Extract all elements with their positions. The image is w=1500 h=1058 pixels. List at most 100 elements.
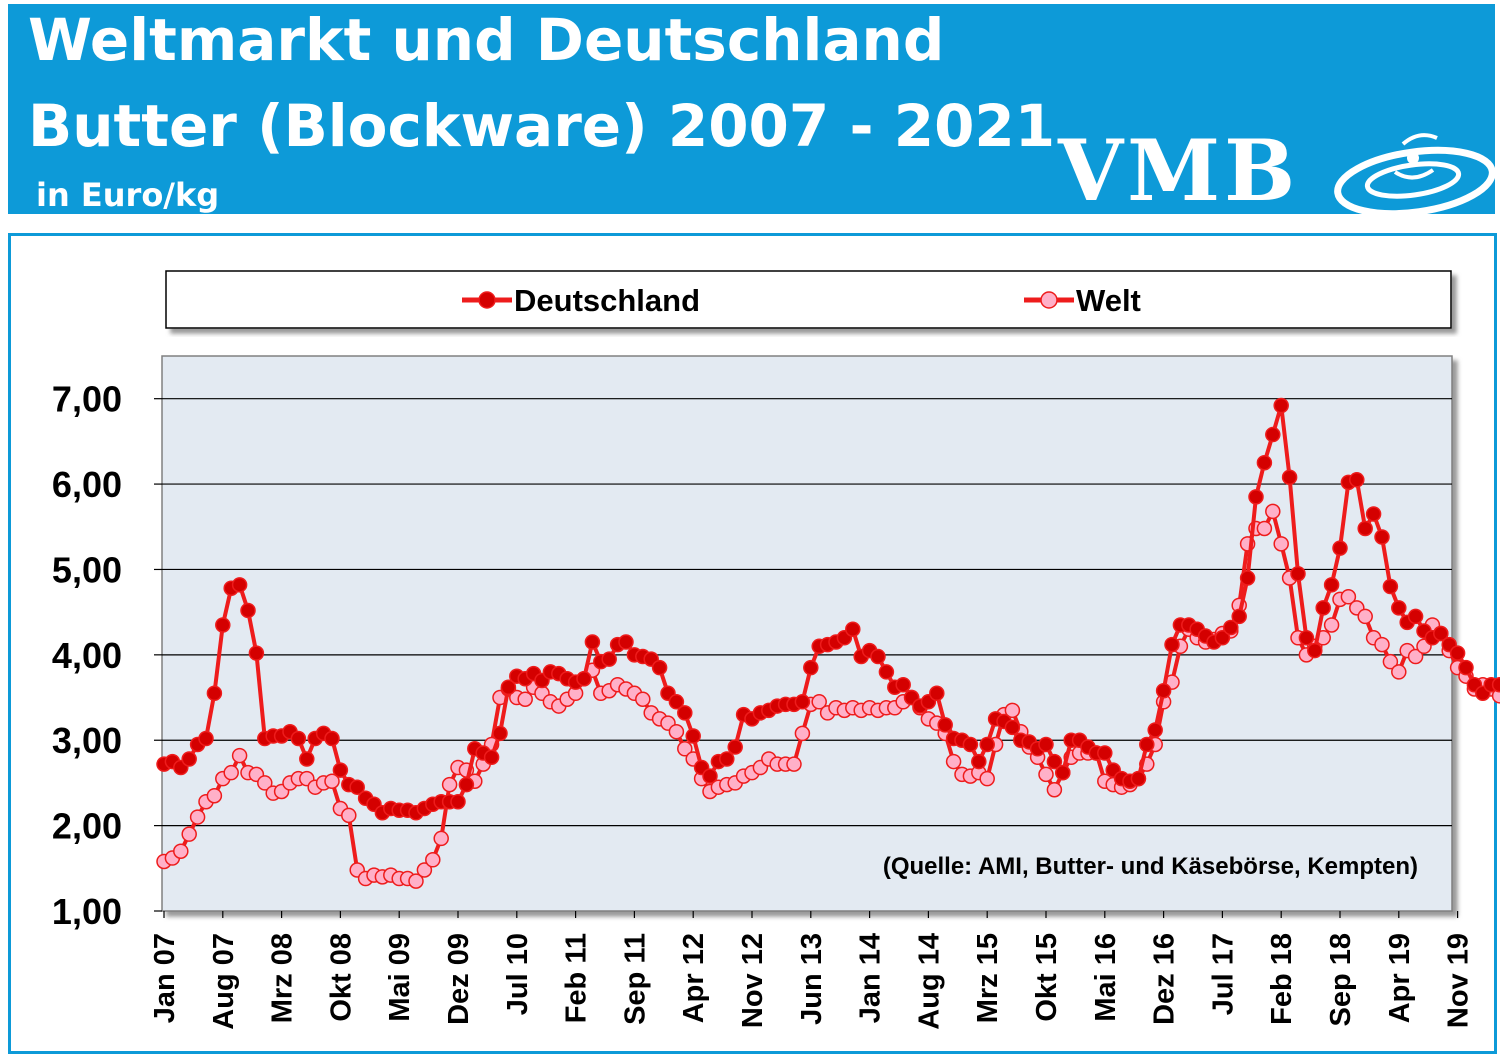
x-tick-label: Mrz 15 — [972, 933, 1004, 1023]
data-point-deutschland — [971, 753, 987, 770]
title-line-2: Butter (Blockware) 2007 - 2021 — [28, 92, 1056, 160]
data-point-welt — [257, 775, 273, 791]
x-tick-label: Jul 17 — [1207, 933, 1239, 1015]
x-tick-label: Jan 07 — [149, 933, 181, 1023]
data-point-welt — [979, 770, 995, 787]
data-point-deutschland — [206, 685, 223, 702]
data-point-deutschland — [1046, 753, 1063, 770]
title-line-1: Weltmarkt und Deutschland — [28, 6, 945, 74]
data-point-deutschland — [719, 751, 735, 767]
data-point-welt — [1357, 608, 1373, 625]
data-point-deutschland — [198, 730, 214, 747]
data-point-deutschland — [231, 577, 248, 593]
header-banner: Weltmarkt und Deutschland Butter (Blockw… — [8, 4, 1496, 218]
x-tick-label: Apr 12 — [678, 933, 710, 1023]
data-point-welt — [1265, 503, 1281, 520]
data-point-welt — [677, 741, 693, 757]
x-tick-label: Feb 11 — [561, 933, 593, 1023]
data-point-deutschland — [1239, 570, 1256, 586]
data-point-deutschland — [803, 659, 819, 676]
y-tick-label: 3,00 — [52, 720, 122, 761]
x-axis: Jan 07 Aug 07 Mrz 08 Okt 08 Mai 09 Dez 09 Jul … — [149, 911, 1475, 1030]
x-tick-label: Sep 11 — [619, 933, 651, 1025]
data-point-deutschland — [290, 730, 307, 747]
data-point-deutschland — [1449, 645, 1466, 661]
data-point-deutschland — [1349, 472, 1365, 488]
data-point-deutschland — [1248, 489, 1264, 505]
data-point-welt — [786, 756, 802, 772]
x-tick-label: Mrz 08 — [267, 933, 299, 1023]
data-point-deutschland — [1038, 736, 1054, 753]
data-point-welt — [1004, 702, 1021, 719]
unit-label: in Euro/kg — [36, 176, 220, 214]
data-point-deutschland — [458, 776, 475, 793]
x-tick-label: Jan 14 — [855, 933, 887, 1023]
data-point-deutschland — [332, 762, 349, 778]
data-point-deutschland — [576, 671, 592, 687]
data-point-deutschland — [845, 621, 861, 637]
data-point-deutschland — [1256, 454, 1273, 471]
data-point-deutschland — [1315, 600, 1331, 616]
x-tick-label: Aug 14 — [913, 933, 945, 1030]
x-tick-label: Dez 16 — [1149, 933, 1181, 1025]
x-tick-label: Nov 19 — [1443, 933, 1475, 1028]
data-point-deutschland — [1357, 520, 1373, 537]
data-point-deutschland — [1298, 630, 1315, 646]
data-point-deutschland — [618, 634, 634, 650]
plot-area — [161, 355, 1453, 912]
gridlines — [162, 398, 1452, 827]
data-point-welt — [811, 694, 827, 710]
data-point-deutschland — [1223, 619, 1239, 636]
x-tick-label: Okt 08 — [325, 933, 357, 1022]
data-point-deutschland — [248, 645, 265, 661]
y-tick-label: 6,00 — [52, 464, 122, 505]
x-tick-label: Mai 16 — [1090, 933, 1122, 1022]
data-point-deutschland — [1265, 426, 1281, 443]
source-annotation: (Quelle: AMI, Butter- und Käsebörse, Kem… — [883, 853, 1418, 880]
y-tick-label: 7,00 — [52, 379, 122, 420]
data-point-deutschland — [1147, 722, 1163, 738]
data-point-welt — [324, 773, 340, 789]
data-point-welt — [794, 725, 811, 742]
data-point-deutschland — [349, 779, 365, 795]
x-tick-label: Sep 18 — [1325, 933, 1357, 1027]
legend-marker-deutschland — [478, 291, 496, 309]
data-point-welt — [189, 809, 206, 825]
y-tick-label: 2,00 — [52, 806, 122, 847]
data-point-deutschland — [1164, 636, 1180, 653]
x-tick-label: Feb 18 — [1266, 933, 1298, 1025]
data-point-welt — [341, 807, 357, 824]
data-point-deutschland — [1323, 577, 1340, 593]
data-point-deutschland — [929, 685, 945, 702]
y-tick-label: 4,00 — [52, 635, 122, 676]
data-point-deutschland — [878, 664, 895, 680]
data-point-deutschland — [677, 705, 693, 721]
data-point-deutschland — [450, 793, 466, 810]
data-point-welt — [1391, 664, 1407, 680]
data-point-welt — [945, 753, 962, 770]
data-point-deutschland — [324, 730, 340, 747]
legend-marker-welt — [1040, 291, 1058, 309]
data-point-welt — [433, 830, 449, 847]
data-point-deutschland — [1391, 600, 1407, 616]
data-point-welt — [1340, 589, 1357, 605]
data-point-welt — [173, 843, 189, 859]
data-point-welt — [1038, 766, 1054, 783]
x-tick-label: Mai 09 — [384, 933, 416, 1022]
x-tick-label: Jul 10 — [502, 933, 534, 1015]
data-point-welt — [1273, 536, 1289, 552]
data-point-deutschland — [601, 651, 617, 667]
data-point-deutschland — [483, 749, 500, 766]
data-point-deutschland — [962, 736, 979, 753]
legend-label-deutschland: Deutschland — [514, 283, 700, 318]
data-point-deutschland — [937, 717, 953, 733]
data-point-welt — [416, 862, 433, 878]
data-point-welt — [635, 691, 651, 707]
data-point-deutschland — [181, 751, 197, 767]
series-deutschland — [156, 397, 1500, 821]
x-tick-label: Aug 07 — [208, 933, 240, 1030]
x-tick-label: Apr 19 — [1384, 933, 1416, 1023]
data-point-welt — [441, 776, 458, 793]
data-point-deutschland — [1332, 540, 1348, 556]
data-point-deutschland — [1290, 565, 1306, 582]
